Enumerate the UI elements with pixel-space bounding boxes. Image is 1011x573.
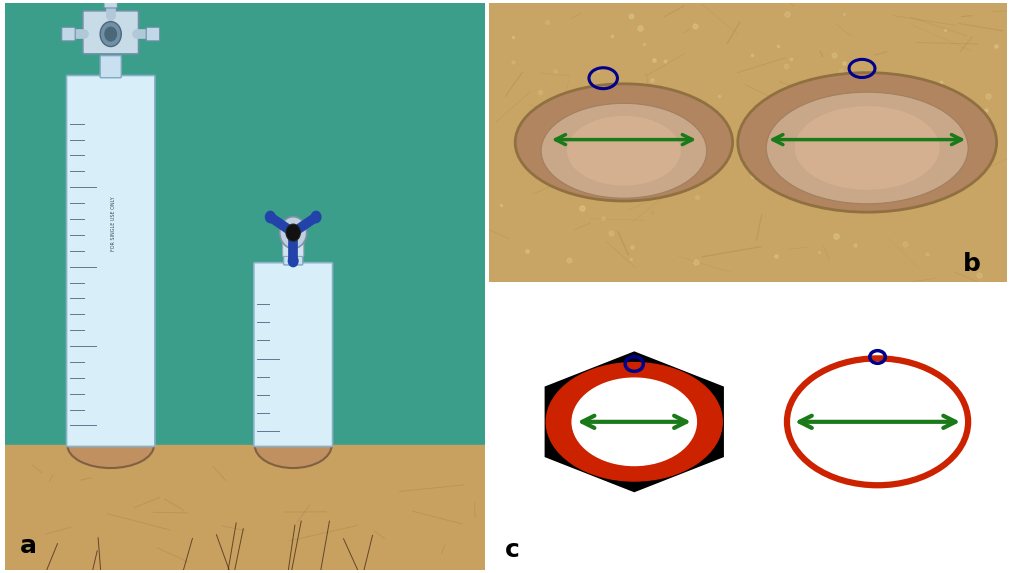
Ellipse shape bbox=[255, 423, 332, 468]
Ellipse shape bbox=[766, 92, 969, 204]
FancyBboxPatch shape bbox=[67, 76, 155, 446]
Circle shape bbox=[105, 28, 116, 41]
FancyBboxPatch shape bbox=[283, 238, 303, 257]
Ellipse shape bbox=[541, 103, 707, 198]
FancyBboxPatch shape bbox=[62, 28, 75, 41]
Ellipse shape bbox=[795, 106, 939, 190]
FancyBboxPatch shape bbox=[254, 262, 333, 446]
FancyBboxPatch shape bbox=[104, 0, 117, 8]
Circle shape bbox=[311, 211, 320, 223]
Bar bbox=[5, 445, 485, 570]
Circle shape bbox=[286, 224, 300, 241]
Ellipse shape bbox=[738, 73, 997, 212]
Polygon shape bbox=[545, 351, 724, 492]
Circle shape bbox=[280, 217, 306, 249]
Circle shape bbox=[288, 256, 298, 266]
Ellipse shape bbox=[516, 84, 733, 201]
Ellipse shape bbox=[572, 378, 697, 465]
FancyBboxPatch shape bbox=[100, 56, 121, 78]
Ellipse shape bbox=[567, 116, 680, 186]
FancyBboxPatch shape bbox=[147, 28, 160, 41]
Circle shape bbox=[266, 211, 275, 223]
Text: c: c bbox=[504, 538, 520, 562]
FancyBboxPatch shape bbox=[83, 11, 139, 54]
Circle shape bbox=[100, 22, 121, 46]
Ellipse shape bbox=[68, 423, 154, 468]
FancyBboxPatch shape bbox=[283, 246, 303, 265]
Text: b: b bbox=[963, 252, 981, 276]
Text: a: a bbox=[19, 534, 36, 558]
Text: FOR SINGLE USE ONLY: FOR SINGLE USE ONLY bbox=[110, 197, 115, 252]
Ellipse shape bbox=[546, 363, 722, 481]
